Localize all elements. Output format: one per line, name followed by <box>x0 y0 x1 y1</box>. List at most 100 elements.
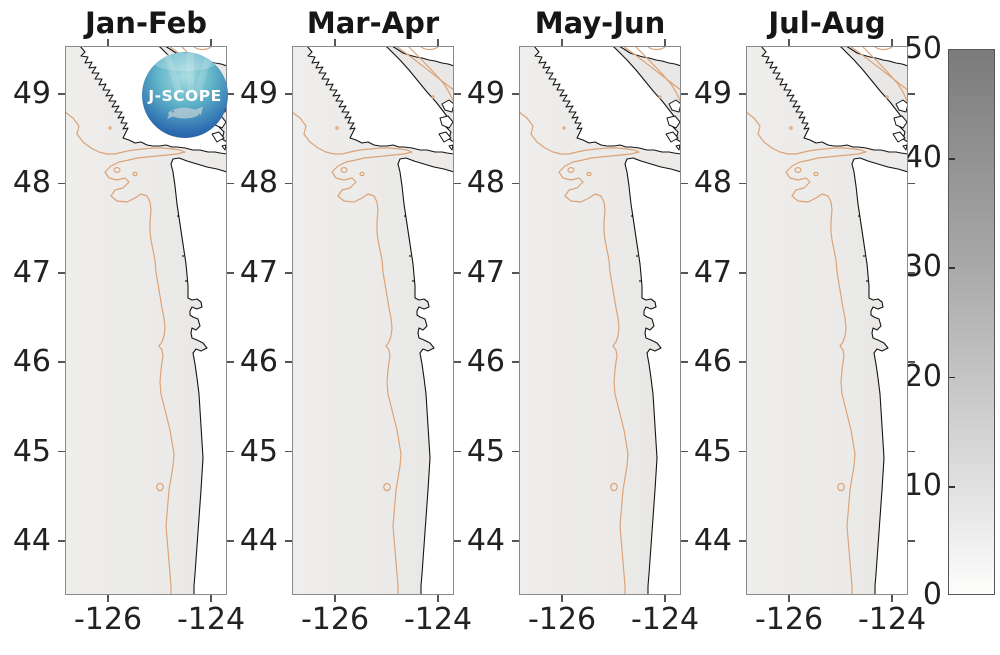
lat-tick-right <box>227 93 234 95</box>
lat-tick-label: 47 <box>12 254 51 290</box>
lat-tick-left <box>512 450 519 453</box>
panel-title: Jul-Aug <box>768 6 886 40</box>
lon-tick-bottom <box>437 595 439 602</box>
lat-tick-left <box>285 272 292 274</box>
lat-tick-left <box>58 93 65 95</box>
lat-tick-label: 47 <box>693 254 732 290</box>
panel-title: May-Jun <box>534 6 666 40</box>
lat-tick-label: 45 <box>239 433 278 469</box>
lat-tick-left <box>285 361 292 363</box>
lon-tick-label: -126 <box>73 602 143 637</box>
lat-tick-left <box>512 361 519 363</box>
lon-tick-top <box>334 39 336 46</box>
lat-tick-right <box>681 361 688 363</box>
lat-tick-left <box>512 93 519 95</box>
lat-tick-left <box>58 450 65 453</box>
lat-tick-label: 48 <box>239 165 278 201</box>
lat-tick-right <box>908 182 915 185</box>
lat-tick-left <box>58 182 65 185</box>
lat-tick-label: 44 <box>12 523 51 558</box>
colorbar-tick-label: 20 <box>903 358 942 394</box>
lat-tick-label: 46 <box>693 344 732 380</box>
jscope-logo: J-SCOPE <box>142 52 228 138</box>
lat-tick-label: 47 <box>466 254 505 290</box>
lon-tick-label: -126 <box>300 602 370 637</box>
lat-tick-left <box>285 450 292 453</box>
lat-tick-left <box>512 272 519 274</box>
lat-tick-left <box>739 93 746 95</box>
lon-tick-label: -126 <box>527 602 597 637</box>
lon-tick-bottom <box>107 595 109 602</box>
lat-tick-right <box>227 540 234 542</box>
lat-tick-label: 48 <box>693 165 732 201</box>
lat-tick-left <box>285 540 292 542</box>
lat-tick-label: 45 <box>693 433 732 469</box>
lat-tick-left <box>58 540 65 542</box>
lon-tick-label: -124 <box>176 602 246 637</box>
lat-tick-label: 45 <box>466 433 505 469</box>
lon-tick-top <box>561 39 563 46</box>
coastline-map <box>519 46 681 595</box>
colorbar <box>948 49 995 595</box>
lat-tick-right <box>681 272 688 274</box>
panel-title: Mar-Apr <box>306 6 440 40</box>
lat-tick-left <box>58 361 65 363</box>
lat-tick-right <box>454 272 461 274</box>
lon-tick-top <box>210 39 212 46</box>
lat-tick-label: 44 <box>693 523 732 558</box>
lat-tick-left <box>739 272 746 274</box>
lat-tick-left <box>512 540 519 542</box>
lat-tick-label: 46 <box>466 344 505 380</box>
lat-tick-label: 44 <box>239 523 278 558</box>
lat-tick-label: 44 <box>466 523 505 558</box>
lon-tick-bottom <box>561 595 563 602</box>
map-panel-mar-apr: Mar-Apr 49 48 47 46 45 44 -126 -124 <box>240 6 472 637</box>
logo-water-surface <box>153 53 217 71</box>
lat-tick-right <box>227 272 234 274</box>
colorbar-tick-label: 30 <box>903 249 942 285</box>
lat-tick-right <box>227 182 234 185</box>
lon-tick-bottom <box>788 595 790 602</box>
lat-tick-left <box>739 540 746 542</box>
lat-tick-right <box>908 272 915 274</box>
colorbar-tick <box>949 376 955 379</box>
lon-tick-label: -126 <box>754 602 824 637</box>
fish-icon <box>167 106 203 119</box>
lat-tick-right <box>454 540 461 542</box>
lat-tick-right <box>227 450 234 453</box>
lat-tick-label: 49 <box>466 76 505 111</box>
lon-tick-top <box>788 39 790 46</box>
lat-tick-right <box>908 540 915 542</box>
lon-tick-label: -124 <box>403 602 473 637</box>
lat-tick-right <box>454 182 461 185</box>
logo-light-rays-icon <box>164 52 211 96</box>
lat-tick-left <box>285 182 292 185</box>
map-panel-may-jun: May-Jun 49 48 47 46 45 44 -126 -124 <box>467 6 699 637</box>
lat-tick-right <box>454 93 461 95</box>
lat-tick-left <box>739 182 746 185</box>
lat-tick-label: 49 <box>12 76 51 111</box>
lat-tick-left <box>739 361 746 363</box>
colorbar-tick <box>949 485 955 488</box>
lon-tick-label: -124 <box>630 602 700 637</box>
lon-tick-label: -124 <box>857 602 927 637</box>
lat-tick-label: 49 <box>239 76 278 111</box>
lon-tick-top <box>891 39 893 46</box>
colorbar-tick-label: 40 <box>903 140 942 176</box>
lat-tick-right <box>908 93 915 95</box>
lat-tick-label: 46 <box>12 344 51 380</box>
colorbar-tick-label: 50 <box>903 31 942 66</box>
lat-tick-right <box>908 361 915 363</box>
lon-tick-bottom <box>210 595 212 602</box>
lat-tick-right <box>681 450 688 453</box>
lat-tick-right <box>908 450 915 453</box>
lon-tick-top <box>107 39 109 46</box>
lat-tick-left <box>58 272 65 274</box>
colorbar-tick-label: 10 <box>903 467 942 503</box>
lon-tick-top <box>437 39 439 46</box>
jscope-logo-text: J-SCOPE <box>147 87 221 105</box>
lat-tick-label: 45 <box>12 433 51 469</box>
lat-tick-label: 47 <box>239 254 278 290</box>
lat-tick-left <box>739 450 746 453</box>
